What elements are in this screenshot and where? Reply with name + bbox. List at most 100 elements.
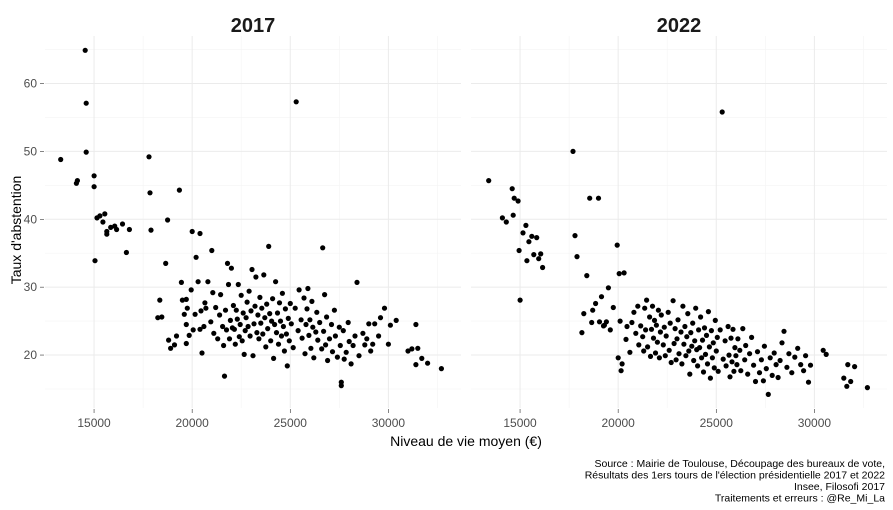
- data-point: [123, 249, 129, 256]
- data-point: [252, 303, 258, 309]
- data-point: [257, 294, 263, 300]
- data-point: [510, 212, 516, 218]
- data-point: [529, 233, 535, 239]
- data-point: [722, 338, 728, 344]
- data-point: [747, 351, 753, 357]
- data-point: [409, 346, 415, 352]
- data-point: [91, 184, 97, 190]
- data-point: [272, 321, 278, 328]
- y-tick-label: 50: [24, 144, 38, 158]
- data-point: [623, 336, 629, 342]
- data-point: [589, 319, 595, 326]
- data-point: [760, 378, 767, 384]
- data-point: [629, 319, 635, 326]
- data-point: [210, 290, 216, 296]
- data-point: [238, 292, 244, 298]
- data-point: [315, 337, 321, 343]
- data-point: [376, 333, 382, 339]
- data-point: [267, 311, 273, 317]
- data-point: [188, 287, 194, 293]
- data-point: [520, 230, 526, 236]
- data-point: [758, 357, 765, 363]
- data-point: [419, 355, 425, 361]
- data-point: [595, 195, 602, 201]
- data-point: [366, 321, 372, 327]
- data-point: [230, 302, 236, 309]
- data-point: [296, 287, 302, 293]
- data-point: [309, 298, 315, 304]
- data-point: [719, 109, 725, 115]
- data-point: [97, 213, 103, 219]
- data-point: [701, 325, 708, 331]
- data-point: [413, 321, 419, 328]
- data-point: [572, 233, 578, 239]
- data-point: [237, 321, 243, 328]
- data-point: [243, 315, 249, 321]
- data-point: [587, 195, 593, 201]
- data-point: [328, 321, 335, 328]
- data-point: [186, 332, 192, 338]
- data-point: [621, 270, 627, 276]
- data-point: [192, 311, 198, 317]
- data-point: [321, 328, 327, 334]
- data-point: [784, 364, 790, 370]
- data-point: [596, 319, 603, 325]
- data-point: [644, 297, 650, 303]
- data-point: [656, 355, 663, 361]
- x-tick-label: 25000: [700, 416, 734, 430]
- data-point: [244, 299, 250, 305]
- y-tick-label: 20: [24, 348, 38, 362]
- data-point: [254, 330, 260, 336]
- data-point: [618, 368, 624, 374]
- data-point: [405, 348, 411, 354]
- data-point: [157, 297, 163, 303]
- x-tick-label: 20000: [175, 416, 209, 430]
- data-point: [284, 363, 290, 369]
- data-point: [438, 366, 444, 372]
- data-point: [295, 328, 301, 334]
- data-point: [146, 154, 152, 160]
- data-point: [680, 303, 686, 309]
- data-point: [340, 328, 346, 334]
- data-point: [798, 362, 804, 368]
- data-point: [610, 304, 616, 311]
- data-point: [360, 330, 366, 336]
- data-point: [277, 318, 284, 324]
- data-point: [346, 338, 352, 345]
- data-point: [729, 359, 735, 365]
- data-point: [703, 332, 710, 338]
- data-point: [226, 336, 233, 342]
- data-point: [848, 378, 854, 385]
- data-point: [168, 345, 174, 351]
- data-point: [696, 327, 702, 333]
- data-point: [251, 321, 257, 327]
- data-point: [213, 304, 219, 311]
- data-point: [323, 342, 329, 348]
- data-point: [738, 368, 744, 374]
- data-point: [633, 330, 639, 336]
- data-point: [710, 340, 716, 346]
- data-point: [619, 361, 625, 367]
- data-point: [83, 100, 89, 106]
- data-point: [523, 222, 529, 228]
- data-point: [190, 327, 196, 333]
- data-point: [647, 314, 653, 320]
- data-point: [789, 370, 795, 376]
- data-point: [231, 326, 237, 332]
- data-point: [236, 334, 242, 340]
- data-point: [239, 338, 245, 344]
- y-tick-label: 60: [24, 77, 38, 91]
- data-point: [852, 364, 858, 370]
- data-point: [166, 337, 172, 343]
- data-point: [658, 312, 664, 318]
- data-point: [306, 332, 312, 338]
- x-tick-label: 15000: [77, 416, 111, 430]
- data-point: [217, 312, 223, 318]
- data-point: [674, 336, 680, 342]
- data-point: [767, 355, 773, 361]
- data-point: [581, 311, 587, 317]
- data-point: [307, 317, 313, 323]
- data-point: [756, 370, 763, 376]
- data-point: [195, 279, 201, 285]
- data-point: [728, 335, 734, 341]
